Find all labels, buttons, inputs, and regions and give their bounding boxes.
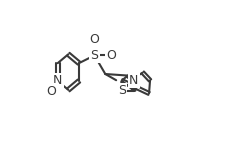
Text: N: N (53, 75, 62, 87)
Text: O: O (46, 85, 56, 97)
Text: S: S (118, 84, 126, 97)
Text: N: N (129, 74, 138, 87)
Text: O: O (90, 33, 99, 46)
Text: O: O (107, 49, 117, 62)
Text: S: S (90, 49, 99, 62)
